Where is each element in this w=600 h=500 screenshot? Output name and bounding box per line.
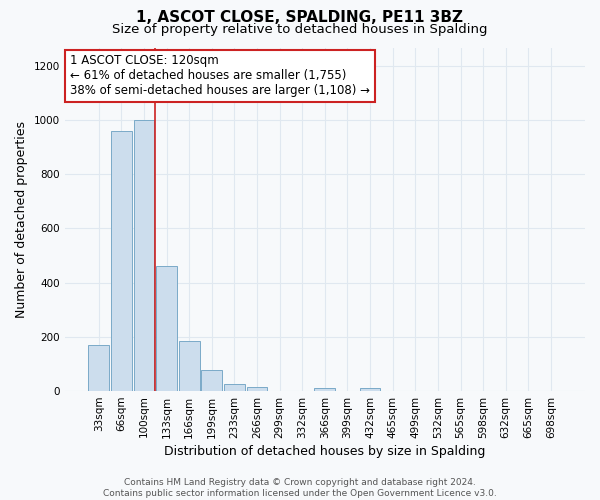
- Bar: [202, 370, 222, 390]
- Bar: [314, 388, 335, 390]
- Bar: [111, 131, 132, 390]
- Bar: [179, 340, 200, 390]
- Text: Contains HM Land Registry data © Crown copyright and database right 2024.
Contai: Contains HM Land Registry data © Crown c…: [103, 478, 497, 498]
- Bar: [156, 266, 177, 390]
- Text: 1, ASCOT CLOSE, SPALDING, PE11 3BZ: 1, ASCOT CLOSE, SPALDING, PE11 3BZ: [137, 10, 464, 25]
- Text: 1 ASCOT CLOSE: 120sqm
← 61% of detached houses are smaller (1,755)
38% of semi-d: 1 ASCOT CLOSE: 120sqm ← 61% of detached …: [70, 54, 370, 98]
- Bar: [134, 120, 154, 390]
- Y-axis label: Number of detached properties: Number of detached properties: [15, 120, 28, 318]
- Bar: [359, 388, 380, 390]
- Bar: [88, 344, 109, 391]
- X-axis label: Distribution of detached houses by size in Spalding: Distribution of detached houses by size …: [164, 444, 485, 458]
- Text: Size of property relative to detached houses in Spalding: Size of property relative to detached ho…: [112, 22, 488, 36]
- Bar: [224, 384, 245, 390]
- Bar: [247, 386, 268, 390]
